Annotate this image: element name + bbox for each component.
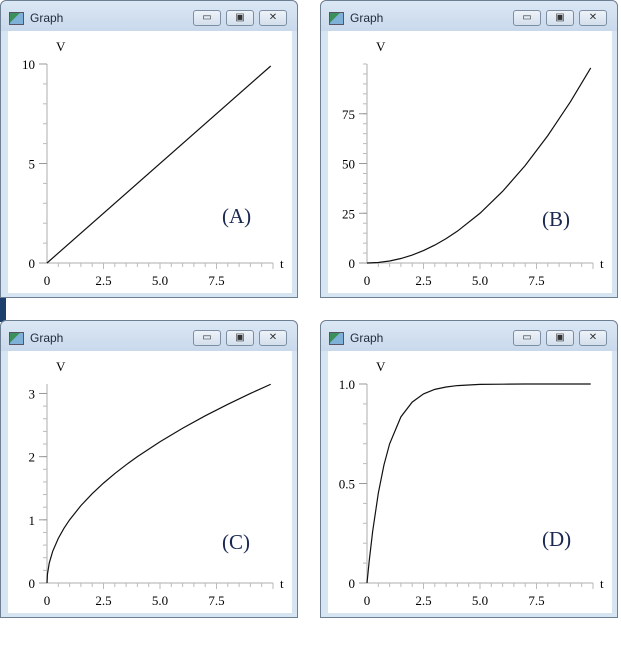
x-tick-label: 5.0: [152, 593, 168, 608]
plot-area: 0 25 50 75 0 2.5 5.0 7.5 t V (B): [328, 31, 612, 293]
y-tick-label: 3: [29, 386, 36, 401]
close-button[interactable]: ✕: [259, 330, 287, 346]
graph-label: (B): [542, 207, 570, 231]
y-axis-label: V: [376, 39, 386, 54]
close-button[interactable]: ✕: [579, 10, 607, 26]
x-axis-label: t: [280, 576, 284, 591]
minimize-button[interactable]: ▭: [513, 330, 541, 346]
data-line: [366, 383, 591, 584]
data-line: [366, 67, 592, 264]
y-tick-label: 0: [349, 256, 356, 271]
x-tick-label: 7.5: [208, 273, 224, 288]
window-title: Graph: [350, 11, 384, 25]
graph-window-b: Graph ▭ ▣ ✕ 0 25 50 75 0 2.5 5.0 7.5 t V (B): [320, 0, 618, 298]
x-tick-label: 2.5: [415, 593, 431, 608]
x-tick-label: 2.5: [415, 273, 431, 288]
y-tick-label: 5: [29, 157, 36, 172]
app-icon: [329, 332, 344, 345]
y-tick-label: 50: [342, 157, 355, 172]
y-tick-label: 1.0: [339, 377, 355, 392]
title-bar[interactable]: Graph ▭ ▣ ✕: [1, 1, 297, 31]
y-axis-label: V: [56, 359, 66, 374]
chart: 0 1 2 3 0 2.5 5.0 7.5 t V (C): [29, 359, 285, 608]
window-title: Graph: [350, 331, 384, 345]
y-tick-label: 0: [29, 576, 36, 591]
x-tick-label: 7.5: [528, 273, 544, 288]
y-axis-label: V: [376, 359, 386, 374]
x-tick-label: 7.5: [208, 593, 224, 608]
x-tick-label: 7.5: [528, 593, 544, 608]
x-tick-label: 0: [364, 593, 371, 608]
y-tick-label: 25: [342, 206, 355, 221]
y-tick-label: 0: [349, 576, 356, 591]
x-tick-label: 5.0: [472, 593, 488, 608]
y-tick-label: 2: [29, 450, 36, 465]
x-tick-label: 2.5: [95, 593, 111, 608]
data-line: [46, 65, 272, 264]
data-line: [46, 383, 271, 584]
y-tick-label: 0: [29, 256, 36, 271]
minimize-button[interactable]: ▭: [193, 10, 221, 26]
x-tick-label: 0: [44, 273, 51, 288]
desktop-background: [0, 298, 6, 322]
chart: 0 0.5 1.0 0 2.5 5.0 7.5 t V (D): [339, 359, 604, 608]
maximize-button[interactable]: ▣: [546, 10, 574, 26]
x-tick-label: 2.5: [95, 273, 111, 288]
graph-label: (A): [222, 204, 251, 228]
x-axis-label: t: [280, 256, 284, 271]
maximize-button[interactable]: ▣: [226, 330, 254, 346]
graph-label: (D): [542, 527, 571, 551]
x-tick-label: 0: [364, 273, 371, 288]
y-tick-label: 1: [29, 513, 36, 528]
y-tick-label: 75: [342, 107, 355, 122]
graph-window-d: Graph ▭ ▣ ✕ 0 0.5 1.0 0 2.5 5.0 7.5 t V (D): [320, 320, 618, 618]
x-axis-label: t: [600, 256, 604, 271]
title-bar[interactable]: Graph ▭ ▣ ✕: [321, 321, 617, 351]
app-icon: [329, 12, 344, 25]
graph-window-c: Graph ▭ ▣ ✕ 0 1 2 3 0 2.5 5.0 7.5 t V (C): [0, 320, 298, 618]
maximize-button[interactable]: ▣: [226, 10, 254, 26]
plot-area: 0 5 10 0 2.5 5.0 7.5 t V (A): [8, 31, 292, 293]
maximize-button[interactable]: ▣: [546, 330, 574, 346]
graph-label: (C): [222, 530, 250, 554]
x-axis-label: t: [600, 576, 604, 591]
plot-area: 0 1 2 3 0 2.5 5.0 7.5 t V (C): [8, 351, 292, 613]
y-tick-label: 0.5: [339, 477, 355, 492]
chart: 0 25 50 75 0 2.5 5.0 7.5 t V (B): [342, 39, 604, 288]
y-tick-label: 10: [22, 57, 35, 72]
x-tick-label: 5.0: [152, 273, 168, 288]
minimize-button[interactable]: ▭: [513, 10, 541, 26]
close-button[interactable]: ✕: [579, 330, 607, 346]
title-bar[interactable]: Graph ▭ ▣ ✕: [1, 321, 297, 351]
minimize-button[interactable]: ▭: [193, 330, 221, 346]
title-bar[interactable]: Graph ▭ ▣ ✕: [321, 1, 617, 31]
close-button[interactable]: ✕: [259, 10, 287, 26]
x-tick-label: 5.0: [472, 273, 488, 288]
app-icon: [9, 332, 24, 345]
window-title: Graph: [30, 11, 64, 25]
graph-window-a: Graph ▭ ▣ ✕ 0 5 10 0 2.5 5.0 7.5 t V (A): [0, 0, 298, 298]
chart: 0 5 10 0 2.5 5.0 7.5 t V (A): [22, 39, 284, 288]
y-axis-label: V: [56, 39, 66, 54]
plot-area: 0 0.5 1.0 0 2.5 5.0 7.5 t V (D): [328, 351, 612, 613]
x-tick-label: 0: [44, 593, 51, 608]
app-icon: [9, 12, 24, 25]
window-title: Graph: [30, 331, 64, 345]
